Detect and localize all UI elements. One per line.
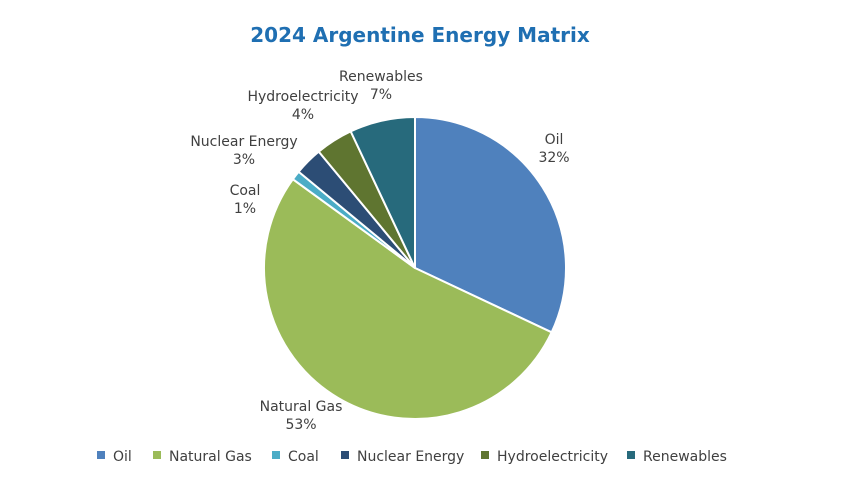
legend-swatch <box>481 451 489 459</box>
pie-slice-oil <box>414 115 567 334</box>
legend-label: Oil <box>113 449 132 465</box>
slice-label-name: Coal <box>230 183 261 199</box>
slice-label-name: Nuclear Energy <box>190 134 297 150</box>
slice-label-name: Natural Gas <box>260 399 343 415</box>
slice-label-value: 3% <box>233 152 255 168</box>
legend-label: Nuclear Energy <box>357 449 464 465</box>
slice-label-value: 4% <box>292 107 314 123</box>
legend-swatch <box>272 451 280 459</box>
legend-label: Renewables <box>643 449 727 465</box>
chart-title: 2024 Argentine Energy Matrix <box>250 23 590 47</box>
legend-label: Natural Gas <box>169 449 252 465</box>
legend: Oil Natural Gas Coal Nuclear Energy Hydroele… <box>97 449 727 465</box>
pie-slice-natural-gas <box>263 177 553 420</box>
slice-label-name: Hydroelectricity <box>247 89 358 105</box>
legend-label: Coal <box>288 449 319 465</box>
legend-swatch <box>627 451 635 459</box>
legend-label: Hydroelectricity <box>497 449 608 465</box>
slice-label-value: 32% <box>538 150 569 166</box>
slice-labels: Oil 32% Natural Gas 53% Coal 1% Nuclear Energy… <box>190 69 569 433</box>
legend-swatch <box>153 451 161 459</box>
pie-slices <box>263 115 567 420</box>
slice-label-value: 53% <box>285 417 316 433</box>
pie-slice-renewables <box>349 115 416 269</box>
slice-label-name: Oil <box>545 132 564 148</box>
slice-label-value: 7% <box>370 87 392 103</box>
slice-label-name: Renewables <box>339 69 423 85</box>
slice-label-value: 1% <box>234 201 256 217</box>
legend-swatch <box>97 451 105 459</box>
legend-swatch <box>341 451 349 459</box>
